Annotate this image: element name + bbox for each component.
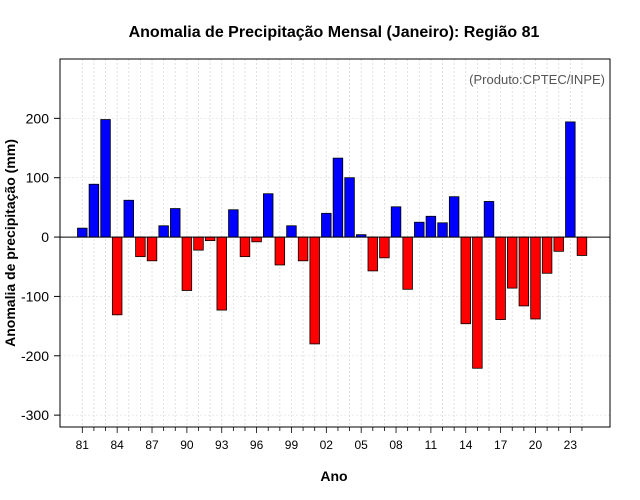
x-tick-label: 20 [529,438,543,452]
bar-2016 [483,201,495,238]
product-credit: (Produto:CPTEC/INPE) [469,72,605,87]
bar-1991 [193,236,204,251]
bar-1992 [204,236,216,242]
bar-2017 [495,236,506,320]
x-tick-label: 96 [250,438,264,452]
bar-2010 [414,221,425,238]
bar-2014 [460,236,471,325]
bar-1986 [135,236,146,258]
x-tick-label: 23 [564,438,578,452]
bar-2000 [297,236,309,262]
bar-2001 [309,236,320,345]
bar-2015 [472,236,483,369]
bar-2008 [390,206,402,238]
x-axis-label: Ano [320,468,347,484]
bar-1999 [286,225,297,238]
x-tick-label: 02 [320,438,334,452]
bar-2003 [332,157,344,238]
plot-frame [59,58,611,428]
y-axis-label: Anomalia de precipitação (mm) [2,139,18,347]
chart-title: Anomalia de Precipitação Mensal (Janeiro… [129,24,540,41]
bars [77,119,588,369]
x-tick-label: 14 [459,438,473,452]
bar-1998 [274,236,286,266]
y-tick-label: -200 [21,348,49,364]
bar-2009 [402,236,413,290]
bar-1995 [239,236,251,258]
bar-1981 [77,227,88,238]
bar-1982 [88,183,100,238]
bar-1989 [170,208,181,238]
x-tick-label: 84 [110,438,124,452]
bar-2019 [518,236,530,307]
x-tick-label: 87 [145,438,159,452]
x-tick-label: 99 [285,438,299,452]
y-tick-label: -100 [21,288,49,304]
x-tick-label: 08 [389,438,403,452]
y-tick-label: -300 [21,407,49,423]
x-tick-label: 90 [180,438,194,452]
x-tick-label: 11 [425,438,438,452]
bar-2004 [344,177,355,238]
y-tick-label: 0 [41,229,49,245]
bar-1983 [100,119,111,238]
bar-2002 [321,212,332,238]
x-tick-label: 05 [355,438,369,452]
bar-2024 [576,236,588,256]
y-axis: 200 100 0 -100 -200 -300 [21,110,60,423]
bar-1984 [111,236,123,316]
x-tick-label: 17 [494,438,508,452]
bar-2011 [425,215,437,238]
bar-1990 [181,236,193,291]
x-tick-label: 81 [76,438,90,452]
y-tick-label: 100 [26,170,50,186]
bar-2007 [379,236,390,259]
x-tick-label: 93 [215,438,229,452]
bar-2012 [437,222,448,238]
bar-1993 [216,236,227,311]
bar-2013 [448,196,460,238]
bar-2021 [541,236,553,274]
bar-2018 [507,236,518,289]
bar-2006 [367,236,379,272]
bar-2020 [530,236,541,320]
bar-1996 [251,236,262,243]
y-tick-label: 200 [26,110,50,126]
bar-1987 [146,236,158,262]
bar-1997 [263,193,274,238]
x-axis: 81 84 87 90 93 96 99 02 05 08 11 14 17 20 23 [76,427,583,452]
bar-2023 [565,121,576,238]
bar-1985 [123,199,134,238]
bar-2022 [553,236,564,252]
bar-1988 [158,225,169,238]
bar-1994 [228,209,239,238]
